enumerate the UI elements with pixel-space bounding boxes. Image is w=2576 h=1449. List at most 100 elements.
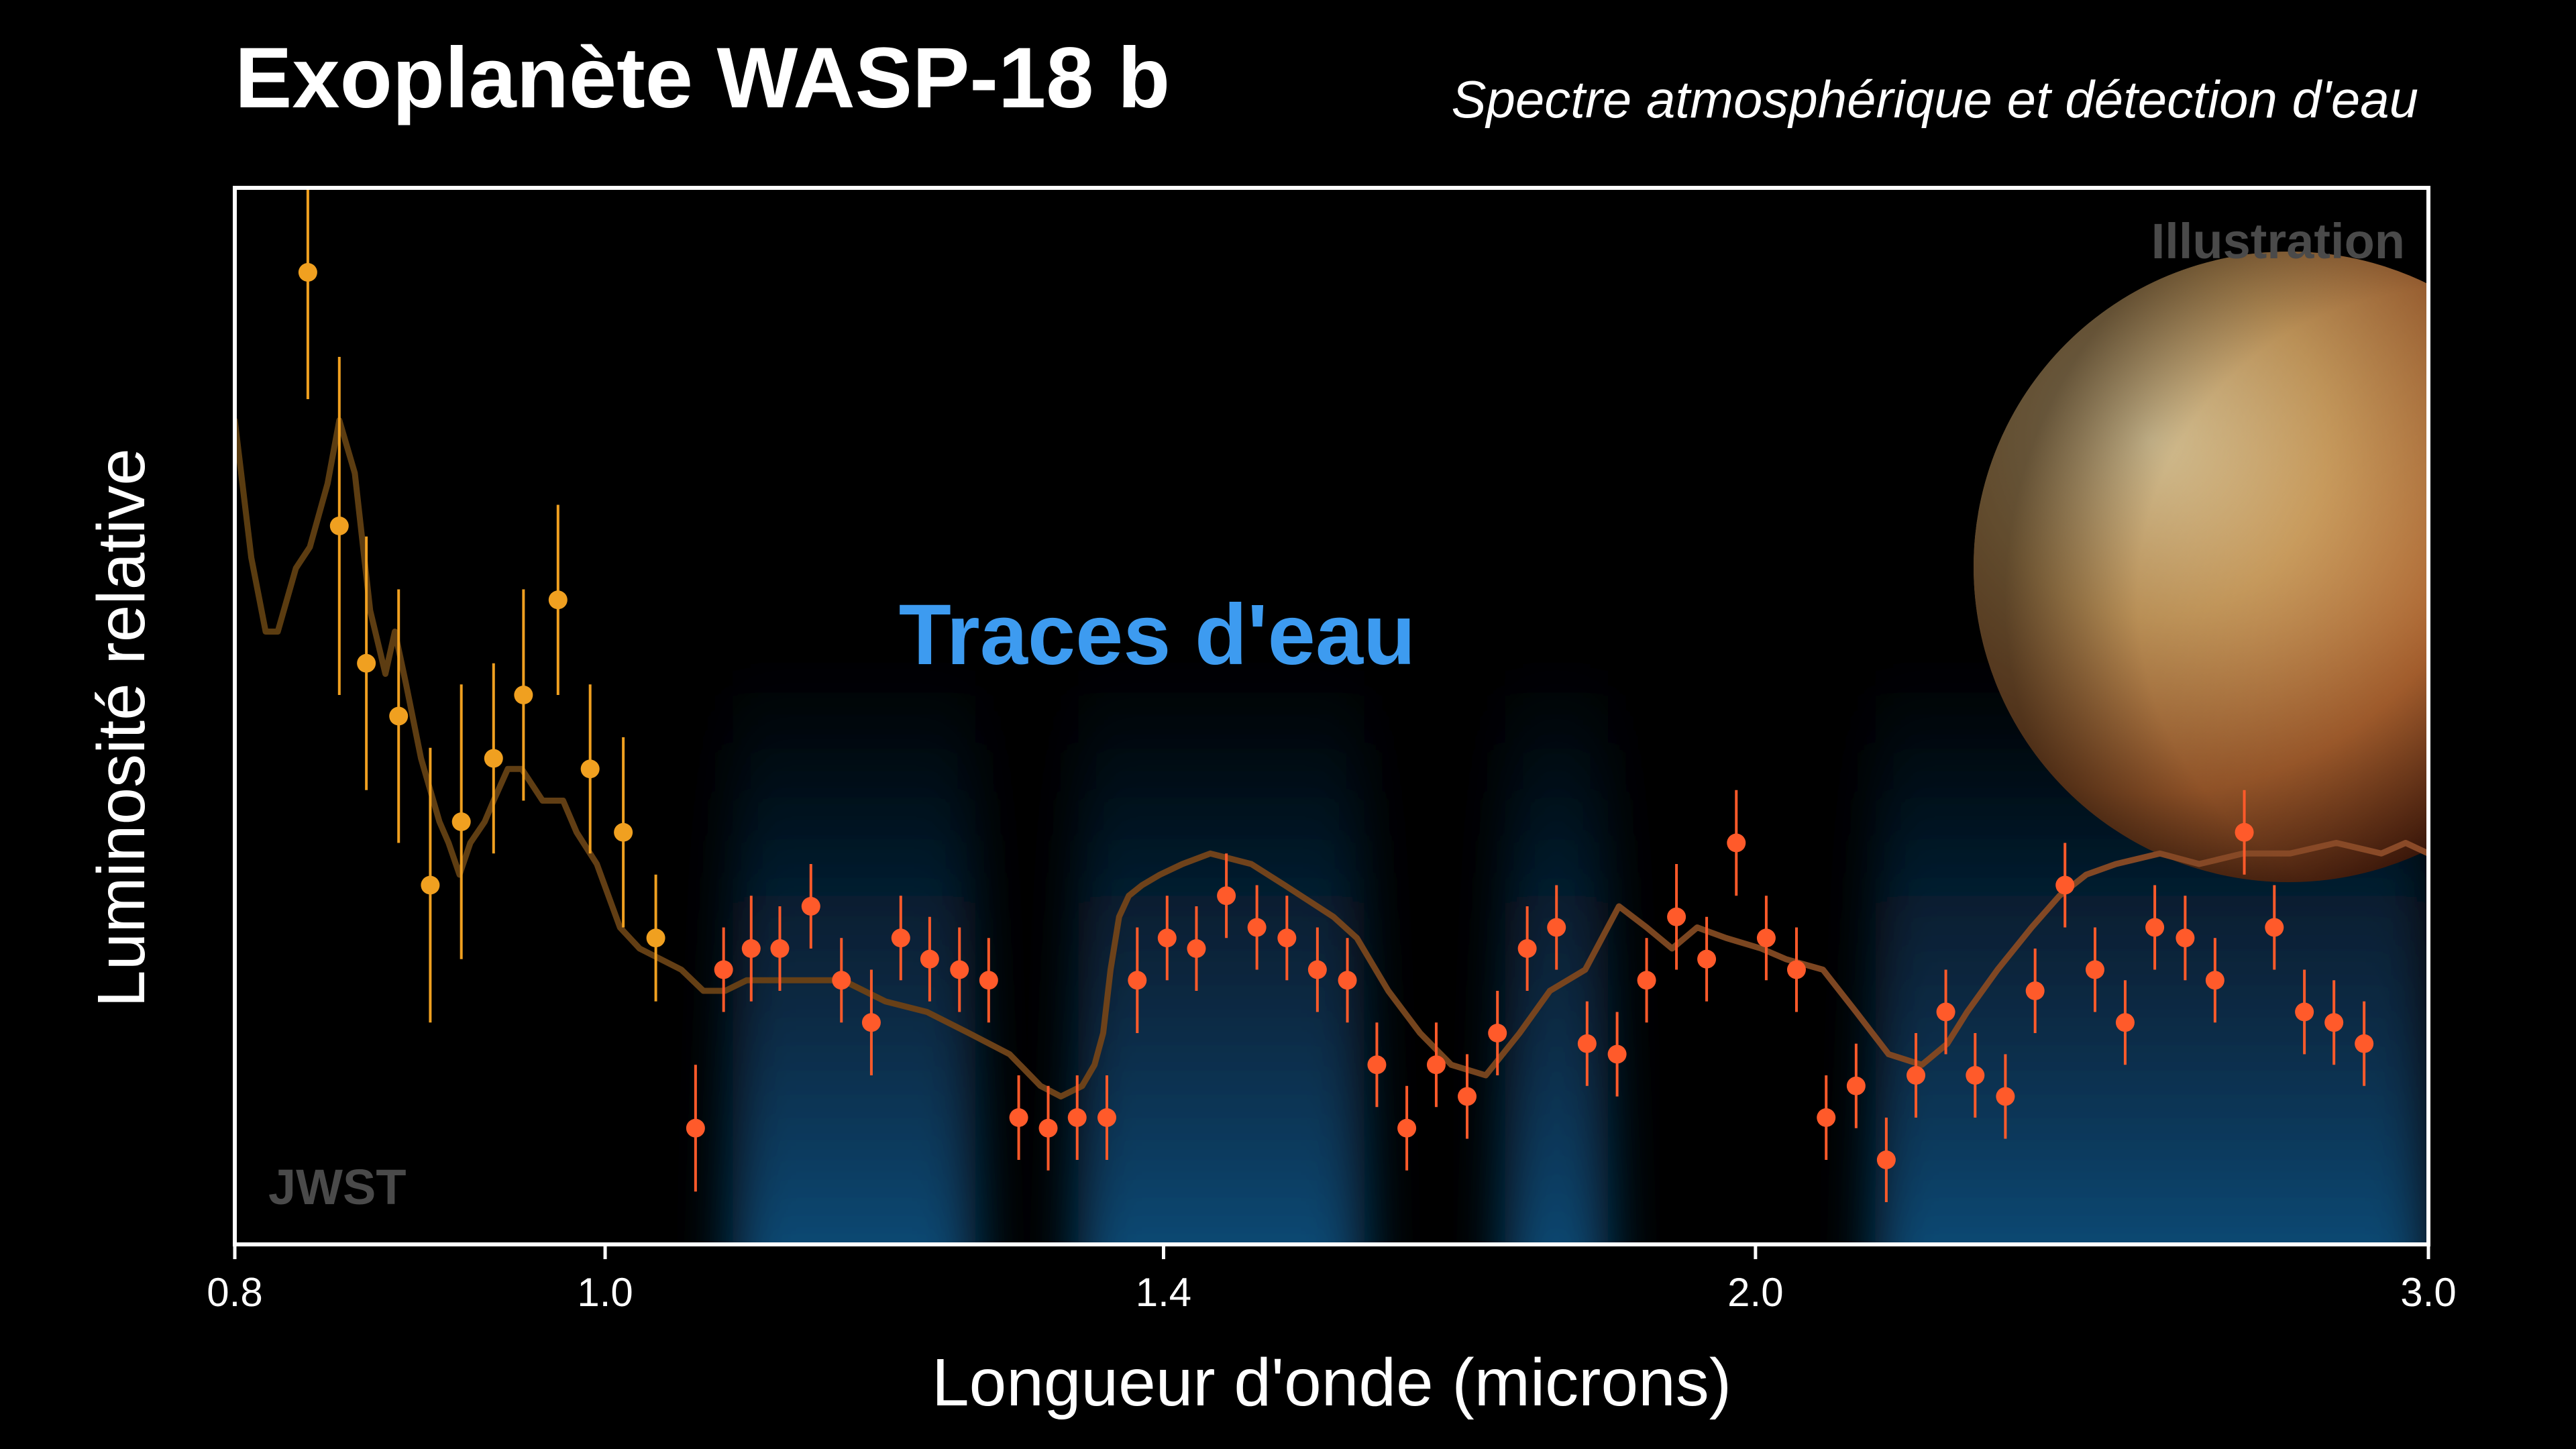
data-marker	[357, 653, 376, 673]
data-point	[1217, 853, 1236, 938]
data-marker	[451, 812, 471, 831]
data-marker	[1936, 1002, 1955, 1022]
data-marker	[329, 517, 349, 535]
data-point	[2295, 969, 2314, 1055]
data-marker	[1667, 907, 1686, 926]
data-point	[1426, 1022, 1446, 1108]
data-point	[1517, 906, 1537, 991]
data-marker	[1038, 1118, 1058, 1138]
data-point	[1009, 1075, 1028, 1160]
y-axis-label: Luminosité relative	[84, 448, 159, 1008]
data-marker	[1607, 1044, 1627, 1064]
data-marker	[1846, 1076, 1866, 1095]
data-point	[1667, 864, 1686, 970]
data-point	[950, 927, 969, 1012]
data-marker	[1966, 1066, 1985, 1085]
plot-area	[235, 188, 2428, 1244]
instrument-label: JWST	[268, 1159, 407, 1215]
data-point	[1097, 1075, 1116, 1160]
plot-frame	[233, 186, 2430, 1246]
x-tick-label: 0.8	[207, 1270, 262, 1315]
data-point	[1697, 916, 1717, 1002]
data-marker	[1217, 886, 1236, 906]
data-marker	[389, 706, 409, 726]
data-point	[1547, 885, 1566, 970]
data-point	[580, 684, 600, 854]
data-point	[646, 874, 665, 1002]
data-marker	[1307, 960, 1327, 979]
data-point	[484, 663, 503, 854]
data-marker	[1996, 1087, 2015, 1106]
data-point	[1307, 927, 1327, 1012]
data-marker	[891, 928, 910, 948]
data-marker	[1187, 939, 1206, 958]
data-marker	[1517, 939, 1537, 958]
data-point	[1367, 1022, 1387, 1108]
data-point	[421, 747, 440, 1023]
data-point	[801, 864, 820, 949]
data-point	[614, 737, 633, 928]
data-marker	[298, 263, 317, 282]
data-marker	[1786, 960, 1806, 979]
data-marker	[1876, 1150, 1896, 1169]
data-point	[1187, 906, 1206, 991]
data-marker	[548, 590, 568, 610]
data-marker	[646, 928, 665, 948]
water-label: Traces d'eau	[899, 587, 1415, 683]
chart-title: Exoplanète WASP-18 b	[235, 30, 1170, 126]
data-marker	[1247, 918, 1267, 937]
data-point	[686, 1065, 705, 1192]
data-point	[2205, 938, 2224, 1023]
x-tick-label: 2.0	[1727, 1270, 1783, 1315]
x-tick-label: 1.4	[1136, 1270, 1191, 1315]
data-point	[1458, 1054, 1477, 1139]
data-point	[1247, 885, 1267, 970]
data-point	[1637, 938, 1656, 1023]
x-tick-label: 3.0	[2400, 1270, 2456, 1315]
data-point	[329, 357, 349, 695]
data-point	[389, 589, 409, 843]
data-point	[2085, 927, 2104, 1012]
data-point	[1067, 1075, 1087, 1160]
data-point	[1397, 1085, 1417, 1171]
data-point	[2115, 980, 2135, 1065]
data-point	[1786, 927, 1806, 1012]
data-marker	[1458, 1087, 1477, 1106]
data-points	[298, 188, 2374, 1202]
data-marker	[514, 686, 533, 704]
water-band	[1505, 657, 1609, 1244]
data-marker	[2115, 1013, 2135, 1032]
data-point	[1876, 1118, 1896, 1202]
data-marker	[801, 897, 820, 916]
data-point	[1157, 896, 1177, 981]
data-marker	[580, 759, 600, 779]
data-marker	[614, 822, 633, 842]
data-marker	[741, 939, 761, 958]
data-marker	[1157, 928, 1177, 948]
data-marker	[920, 949, 939, 969]
data-marker	[1727, 833, 1746, 853]
data-marker	[484, 749, 503, 768]
data-marker	[1756, 928, 1776, 948]
data-point	[1338, 938, 1357, 1023]
data-marker	[2355, 1034, 2374, 1053]
model-spectrum-line	[235, 417, 2428, 1099]
data-point	[1128, 927, 1147, 1033]
data-marker	[2295, 1002, 2314, 1022]
data-marker	[2085, 960, 2104, 979]
data-marker	[1426, 1055, 1446, 1075]
x-axis-label: Longueur d'onde (microns)	[932, 1345, 1731, 1420]
data-point	[2025, 949, 2045, 1033]
data-marker	[1637, 971, 1656, 990]
water-band	[733, 657, 976, 1244]
x-tick-label: 1.0	[577, 1270, 633, 1315]
planet-illustration	[1974, 252, 2428, 882]
data-marker	[421, 875, 440, 895]
data-marker	[1488, 1024, 1507, 1042]
data-point	[1996, 1054, 2015, 1139]
data-marker	[979, 971, 998, 990]
data-marker	[1067, 1108, 1087, 1127]
data-point	[2176, 896, 2195, 981]
illustration-label: Illustration	[2151, 213, 2405, 269]
data-point	[920, 916, 939, 1002]
